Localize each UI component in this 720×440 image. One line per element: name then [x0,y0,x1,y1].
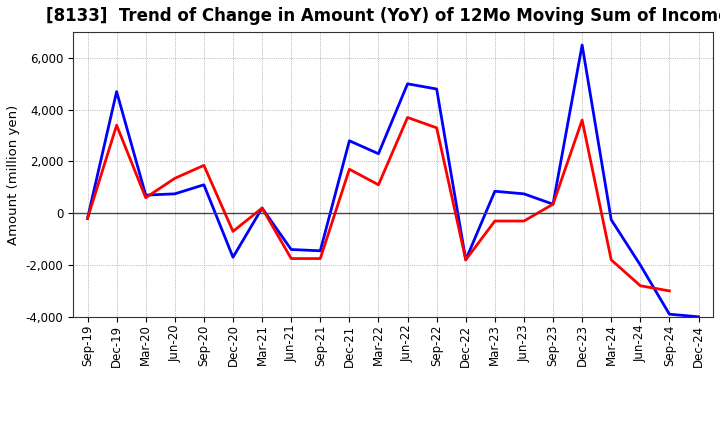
Y-axis label: Amount (million yen): Amount (million yen) [7,104,20,245]
Net Income [490,218,499,224]
Ordinary Income [520,191,528,197]
Ordinary Income [374,151,383,156]
Net Income [258,205,266,211]
Ordinary Income [694,314,703,319]
Ordinary Income [84,216,92,221]
Ordinary Income [665,312,674,317]
Ordinary Income [112,89,121,94]
Net Income [171,176,179,181]
Net Income [374,182,383,187]
Net Income [229,229,238,234]
Ordinary Income [432,86,441,92]
Ordinary Income [141,192,150,198]
Net Income [432,125,441,131]
Net Income [520,218,528,224]
Net Income [607,257,616,263]
Ordinary Income [229,255,238,260]
Net Income [345,167,354,172]
Line: Net Income: Net Income [88,117,670,291]
Net Income [287,256,295,261]
Net Income [665,288,674,293]
Net Income [112,123,121,128]
Net Income [549,202,557,207]
Title: [8133]  Trend of Change in Amount (YoY) of 12Mo Moving Sum of Incomes: [8133] Trend of Change in Amount (YoY) o… [46,7,720,25]
Ordinary Income [345,138,354,143]
Ordinary Income [199,182,208,187]
Ordinary Income [403,81,412,87]
Net Income [199,163,208,168]
Ordinary Income [316,248,325,253]
Ordinary Income [490,189,499,194]
Ordinary Income [171,191,179,197]
Net Income [462,257,470,263]
Ordinary Income [287,247,295,252]
Net Income [141,195,150,200]
Net Income [403,115,412,120]
Ordinary Income [636,262,644,268]
Ordinary Income [462,257,470,263]
Ordinary Income [607,217,616,222]
Ordinary Income [258,205,266,211]
Line: Ordinary Income: Ordinary Income [88,45,698,317]
Ordinary Income [549,202,557,207]
Ordinary Income [578,42,587,48]
Net Income [636,283,644,288]
Net Income [84,216,92,221]
Net Income [578,117,587,123]
Net Income [316,256,325,261]
